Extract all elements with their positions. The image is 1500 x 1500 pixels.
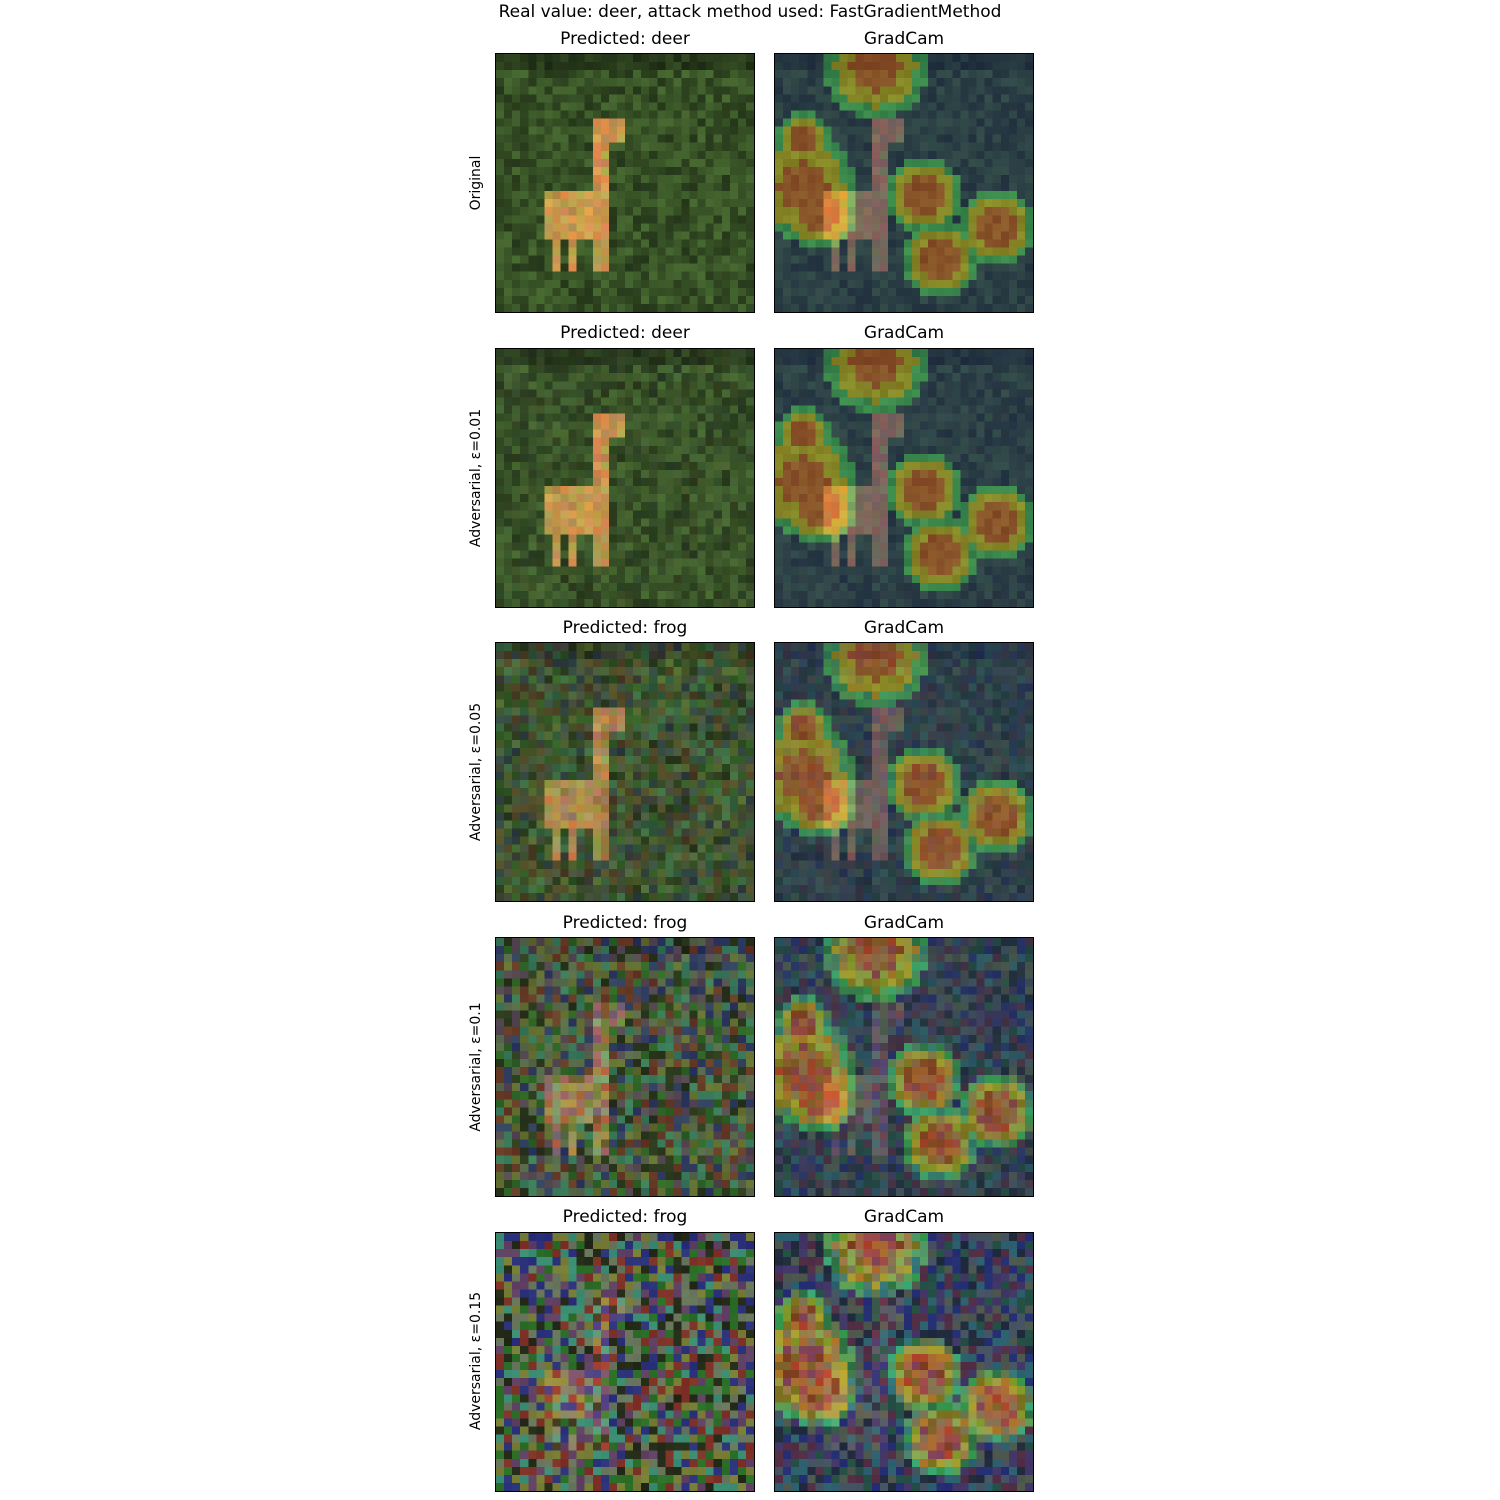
row-label-eps-0.01: Adversarial, ε=0.01 [468, 408, 484, 548]
row-label-eps-0.05: Adversarial, ε=0.05 [468, 702, 484, 842]
predicted-title-eps-0.15: Predicted: frog [562, 1207, 688, 1227]
input-image [496, 1233, 754, 1491]
image-panel-eps-0.05 [495, 642, 755, 902]
gradcam-panel-original [774, 53, 1034, 313]
gradcam-heatmap [775, 349, 1033, 607]
predicted-title-eps-0.1: Predicted: frog [562, 913, 688, 933]
gradcam-title-eps-0.01: GradCam [863, 323, 945, 343]
predicted-title-eps-0.01: Predicted: deer [560, 323, 690, 343]
gradcam-panel-eps-0.1 [774, 937, 1034, 1197]
row-label-eps-0.15: Adversarial, ε=0.15 [468, 1291, 484, 1431]
figure-suptitle: Real value: deer, attack method used: Fa… [498, 2, 1002, 22]
gradcam-title-original: GradCam [863, 29, 945, 49]
gradcam-heatmap [775, 1233, 1033, 1491]
image-panel-eps-0.15 [495, 1232, 755, 1492]
predicted-title-original: Predicted: deer [560, 29, 690, 49]
gradcam-title-eps-0.05: GradCam [863, 618, 945, 638]
row-label-original: Original [468, 155, 484, 211]
predicted-title-eps-0.05: Predicted: frog [562, 618, 688, 638]
gradcam-title-eps-0.1: GradCam [863, 913, 945, 933]
input-image [496, 54, 754, 312]
gradcam-panel-eps-0.15 [774, 1232, 1034, 1492]
gradcam-panel-eps-0.01 [774, 348, 1034, 608]
gradcam-heatmap [775, 938, 1033, 1196]
image-panel-eps-0.01 [495, 348, 755, 608]
input-image [496, 938, 754, 1196]
gradcam-heatmap [775, 54, 1033, 312]
input-image [496, 643, 754, 901]
input-image [496, 349, 754, 607]
image-panel-original [495, 53, 755, 313]
row-label-eps-0.1: Adversarial, ε=0.1 [468, 1002, 484, 1132]
image-panel-eps-0.1 [495, 937, 755, 1197]
gradcam-title-eps-0.15: GradCam [863, 1207, 945, 1227]
gradcam-panel-eps-0.05 [774, 642, 1034, 902]
gradcam-heatmap [775, 643, 1033, 901]
